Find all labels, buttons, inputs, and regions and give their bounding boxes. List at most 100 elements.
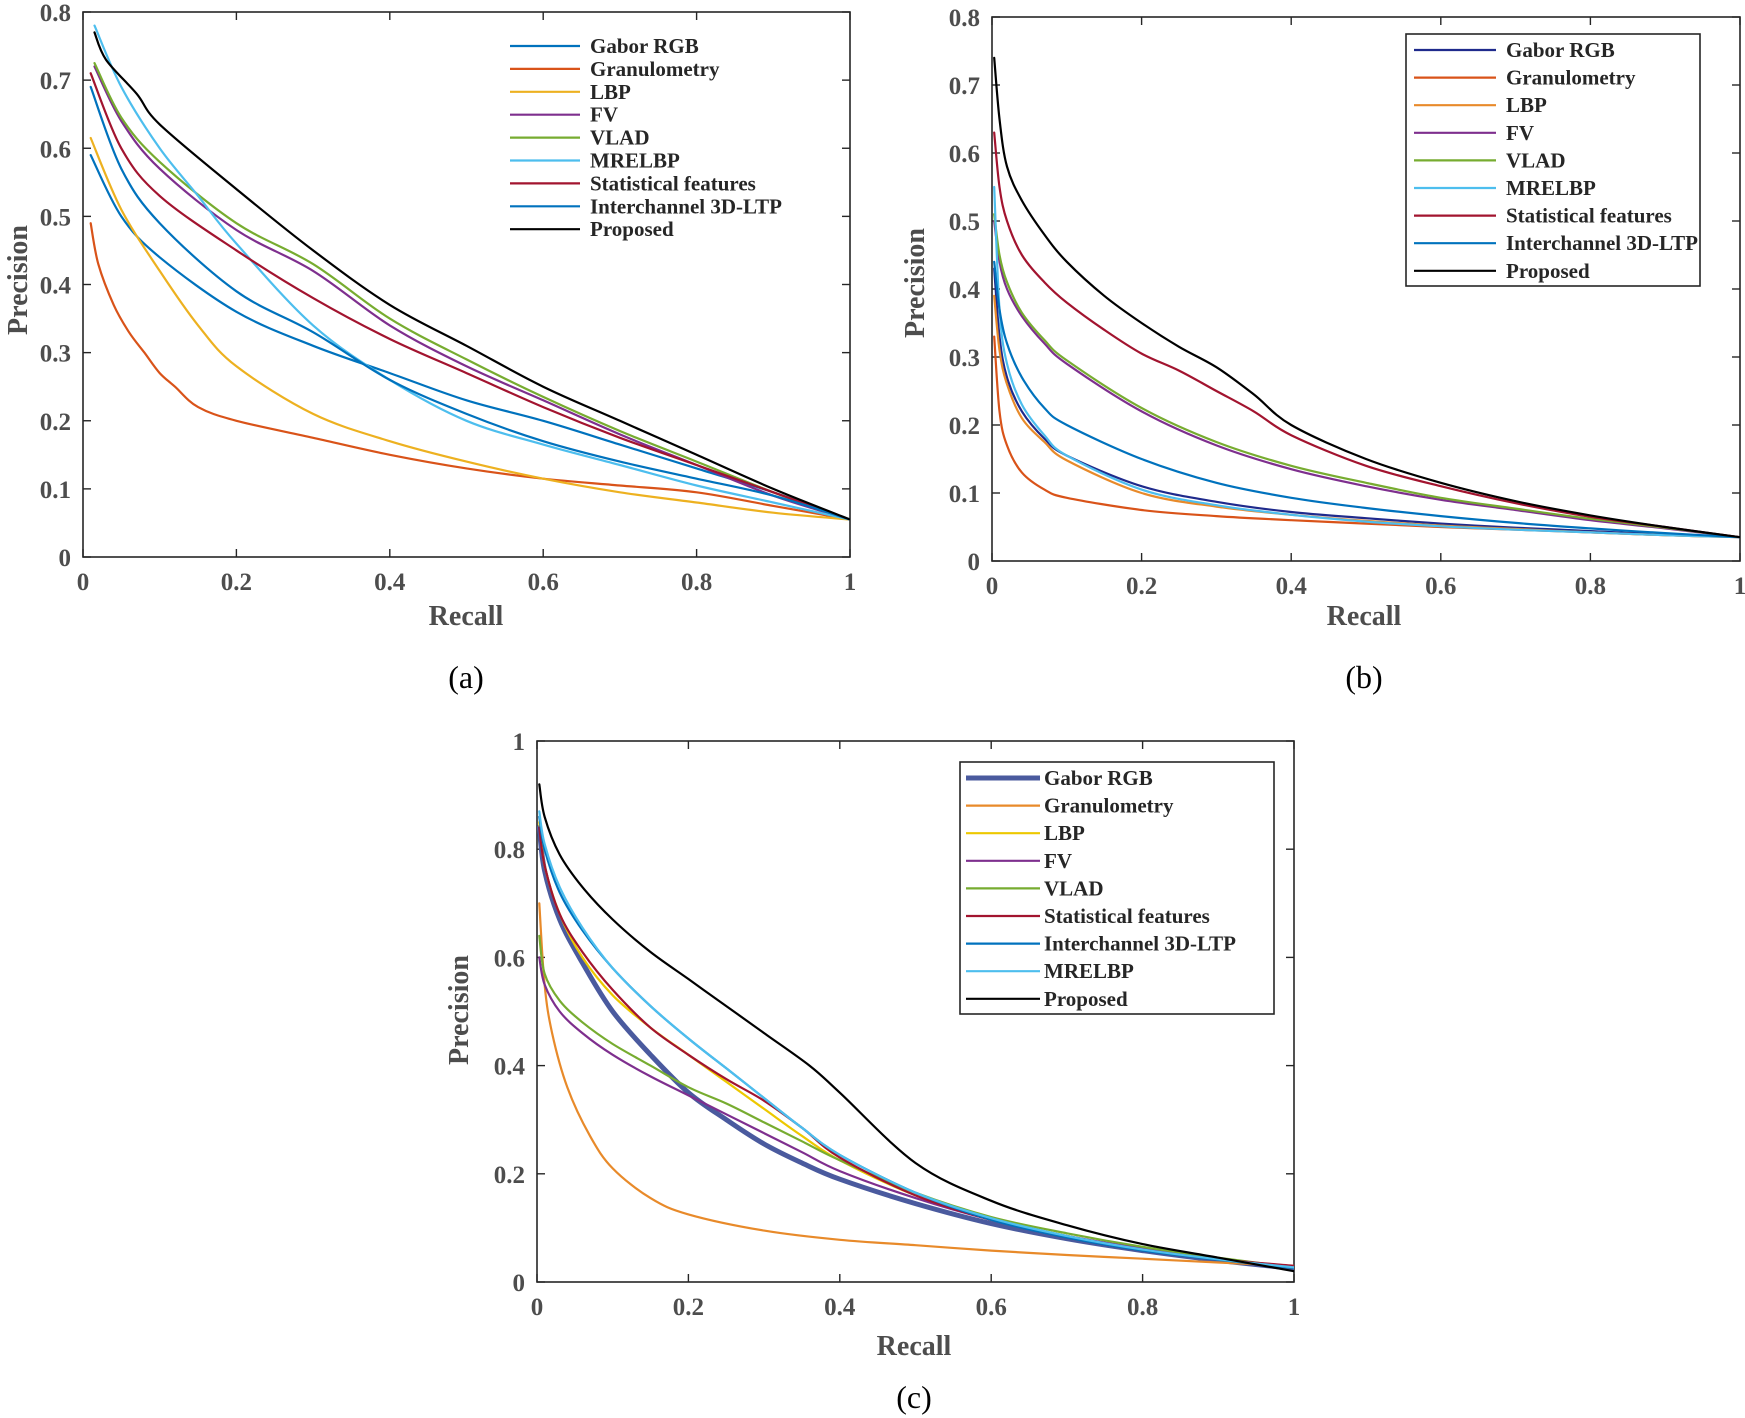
x-tick-label: 1 (1734, 573, 1745, 600)
x-tick-label: 0.8 (1575, 573, 1606, 600)
series-line-statistical-features (993, 131, 1740, 539)
y-axis-label: Precision (3, 225, 34, 335)
series-line-granulometry (538, 902, 1294, 1267)
x-tick-label: 0.2 (1126, 573, 1157, 600)
series-line-gabor-rgb (89, 154, 850, 521)
x-tick-label: 0.4 (1276, 573, 1308, 600)
series-line-lbp (89, 136, 850, 521)
x-axis-label: Recall (1327, 601, 1402, 632)
legend-entry-label: Gabor RGB (1044, 766, 1153, 790)
legend-entry-label: Proposed (590, 217, 674, 241)
series-line-proposed (538, 783, 1294, 1273)
y-tick-label: 1 (513, 729, 526, 756)
series-line-interchannel-3d-ltp (89, 85, 850, 521)
panel-caption: (b) (1345, 659, 1382, 695)
legend-entry-label: MRELBP (1044, 959, 1134, 983)
x-tick-label: 0.8 (681, 569, 712, 596)
series-line-statistical-features (89, 72, 850, 521)
plot-area (993, 56, 1740, 539)
series-line-vlad (993, 213, 1740, 539)
series-line-mrelbp (93, 24, 850, 521)
y-tick-label: 0.6 (40, 136, 71, 163)
legend-entry-label: Interchannel 3D-LTP (1506, 231, 1698, 255)
x-tick-label: 0.4 (824, 1294, 856, 1321)
legend-entry-label: VLAD (1506, 148, 1566, 172)
legend-entry-label: FV (590, 103, 618, 127)
legend-entry-label: Statistical features (1044, 904, 1210, 928)
panel-caption: (a) (448, 659, 484, 695)
x-tick-label: 0 (531, 1294, 544, 1321)
legend-entry-label: Interchannel 3D-LTP (1044, 932, 1236, 956)
x-tick-label: 0.2 (221, 569, 252, 596)
legend-entry-label: FV (1506, 121, 1534, 145)
legend-entry-label: VLAD (1044, 876, 1104, 900)
chart-c: 0 0.2 0.4 0.6 0.8 1 0 0.2 0.4 0.6 0.8 1 Recall Precis… (444, 729, 1300, 1415)
plot-area (89, 24, 850, 521)
y-tick-label: 0.7 (40, 68, 71, 95)
legend-entry-label: Granulometry (590, 57, 720, 81)
y-tick-label: 0.8 (949, 5, 980, 32)
x-tick-label: 0.2 (673, 1294, 704, 1321)
x-tick-label: 1 (844, 569, 857, 596)
y-tick-label: 0.4 (494, 1054, 526, 1081)
series-line-gabor-rgb (993, 267, 1740, 539)
legend: Gabor RGBGranulometryLBPFVVLADMRELBPStat… (510, 34, 782, 241)
legend-entry-label: Statistical features (590, 171, 756, 195)
panel-caption: (c) (896, 1379, 932, 1415)
axes-box (536, 740, 1295, 1283)
legend-entry-label: LBP (590, 80, 631, 104)
legend-entry-label: LBP (1506, 93, 1547, 117)
series-line-proposed (993, 56, 1740, 539)
legend-entry-label: Statistical features (1506, 204, 1672, 228)
series-line-vlad (93, 62, 850, 521)
x-tick-label: 0 (986, 573, 999, 600)
y-tick-label: 0.3 (949, 345, 980, 372)
legend: Gabor RGB Granulometry LBP FV VLAD MRELBP Stat… (1405, 33, 1701, 287)
y-axis-label: Precision (900, 228, 931, 338)
legend-entry-label: Granulometry (1044, 794, 1174, 818)
y-tick-label: 0.6 (949, 141, 980, 168)
y-tick-label: 0.2 (40, 409, 71, 436)
x-tick-label: 0.6 (976, 1294, 1007, 1321)
x-tick-label: 0.8 (1127, 1294, 1158, 1321)
series-line-granulometry (89, 222, 850, 521)
x-tick-label: 0.4 (374, 569, 406, 596)
axes-box (82, 11, 851, 558)
series-line-mrelbp (993, 185, 1740, 539)
legend-entry-label: VLAD (590, 126, 650, 150)
legend-entry-label: Granulometry (1506, 66, 1636, 90)
y-tick-label: 0.8 (40, 0, 71, 27)
x-axis-label: Recall (877, 1331, 952, 1362)
legend: Gabor RGB Granulometry LBP FV VLAD Statistica… (959, 761, 1275, 1015)
y-tick-label: 0.5 (40, 204, 71, 231)
x-axis-label: Recall (429, 601, 504, 632)
chart-a: 0 0.2 0.4 0.6 0.8 1 0 0.1 0.2 0.3 0.4 0.5 0.6 0.7 0.8 R… (3, 0, 856, 695)
y-tick-label: 0 (968, 549, 981, 576)
y-tick-label: 0 (59, 545, 72, 572)
legend-entry-label: Gabor RGB (590, 34, 699, 58)
y-tick-label: 0.7 (949, 73, 980, 100)
series-line-proposed (93, 31, 850, 521)
legend-entry-label: Proposed (1044, 987, 1128, 1011)
y-tick-label: 0.6 (494, 945, 525, 972)
y-tick-label: 0.5 (949, 209, 980, 236)
y-tick-label: 0.2 (949, 413, 980, 440)
legend-entry-label: Gabor RGB (1506, 38, 1615, 62)
legend-entry-label: FV (1044, 849, 1072, 873)
x-tick-label: 1 (1288, 1294, 1301, 1321)
y-tick-label: 0.1 (40, 477, 71, 504)
y-tick-label: 0.2 (494, 1162, 525, 1189)
y-tick-label: 0 (513, 1270, 526, 1297)
series-line-mrelbp (538, 810, 1294, 1269)
y-tick-label: 0.8 (494, 837, 525, 864)
series-line-fv (993, 219, 1740, 539)
y-tick-label: 0.3 (40, 341, 71, 368)
x-tick-label: 0.6 (1425, 573, 1456, 600)
legend-entry-label: MRELBP (590, 149, 680, 173)
legend-entry-label: Proposed (1506, 259, 1590, 283)
y-tick-label: 0.4 (40, 273, 72, 300)
legend-entry-label: MRELBP (1506, 176, 1596, 200)
y-axis-label: Precision (444, 955, 475, 1065)
y-tick-label: 0.1 (949, 481, 980, 508)
series-line-interchannel-3d-ltp (993, 260, 1740, 539)
